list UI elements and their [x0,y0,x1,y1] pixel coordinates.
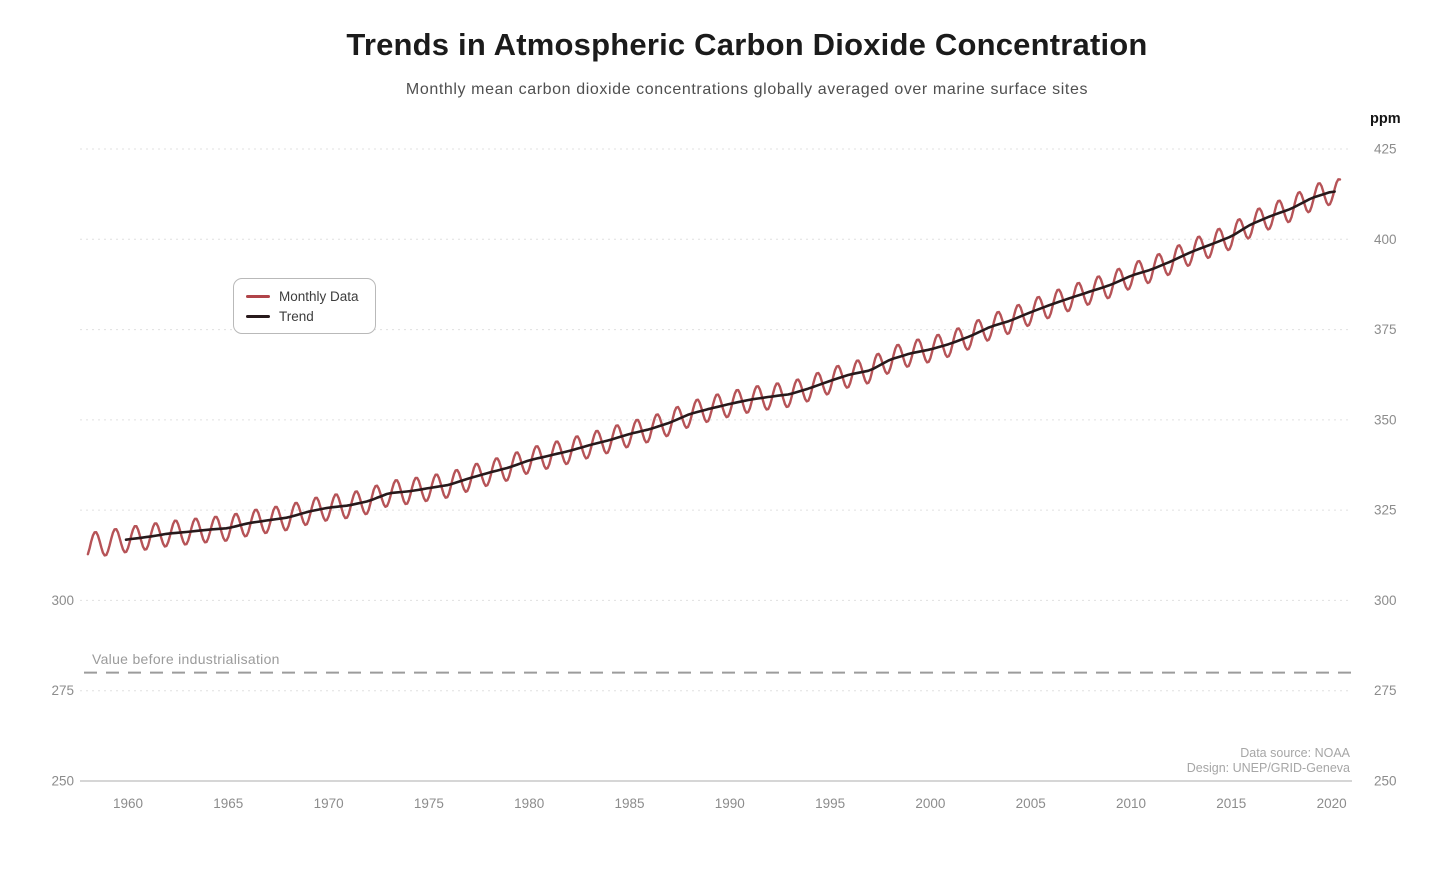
y-tick-label-right-250: 250 [1374,774,1397,789]
attribution-block: Data source: NOAA Design: UNEP/GRID-Gene… [1187,746,1350,776]
page-subtitle: Monthly mean carbon dioxide concentratio… [405,81,1089,98]
chart-header: Trends in Atmospheric Carbon Dioxide Con… [54,27,1440,99]
y-tick-label-left-275: 275 [51,683,74,698]
y-tick-label-right-350: 350 [1374,412,1397,427]
legend-label-monthly-data: Monthly Data [279,288,359,304]
x-tick-label-1960: 1960 [113,796,143,811]
x-tick-label-2005: 2005 [1016,796,1046,811]
preindustrial-annotation: Value before industrialisation [92,651,280,667]
x-tick-label-2010: 2010 [1116,796,1146,811]
monthly-data-swatch [246,294,270,298]
y-tick-label-right-400: 400 [1374,232,1397,247]
legend-label-trend: Trend [279,308,314,324]
x-tick-label-2015: 2015 [1216,796,1246,811]
y-tick-label-right-325: 325 [1374,503,1397,518]
x-tick-label-1995: 1995 [815,796,845,811]
attribution-design: Design: UNEP/GRID-Geneva [1186,761,1350,775]
x-tick-label-2020: 2020 [1317,796,1347,811]
trend-line [124,190,1336,542]
page-title: Trends in Atmospheric Carbon Dioxide Con… [346,27,1148,62]
x-tick-label-1980: 1980 [514,796,544,811]
y-tick-label-right-275: 275 [1374,683,1397,698]
y-tick-label-right-375: 375 [1374,322,1397,337]
x-tick-label-2000: 2000 [915,796,945,811]
x-tick-label-1975: 1975 [414,796,444,811]
y-tick-label-left-300: 300 [51,593,74,608]
x-tick-label-1985: 1985 [614,796,644,811]
monthly-data-line [86,178,1342,557]
legend-item-monthly-data: Monthly Data [246,286,359,306]
y-tick-label-right-300: 300 [1374,593,1397,608]
x-tick-label-1970: 1970 [314,796,344,811]
legend-item-trend: Trend [246,306,359,326]
trend-swatch [246,314,270,318]
attribution-data-source: Data source: NOAA [1240,746,1350,760]
y-axis-unit-label: ppm [1370,111,1401,127]
x-tick-label-1965: 1965 [213,796,243,811]
x-tick-label-1990: 1990 [715,796,745,811]
y-tick-label-right-425: 425 [1374,142,1397,157]
legend: Monthly Data Trend [233,278,376,334]
y-tick-label-left-250: 250 [51,774,74,789]
